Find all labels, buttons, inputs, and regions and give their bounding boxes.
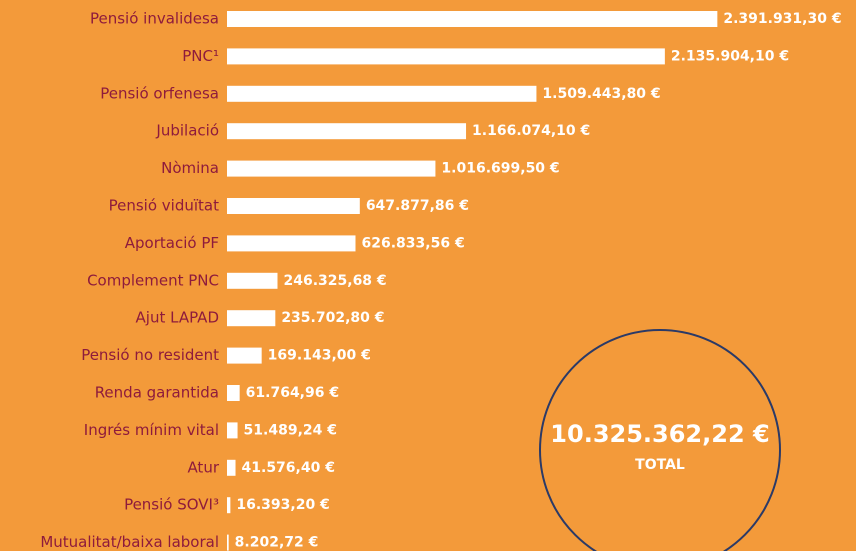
bar	[227, 385, 240, 401]
value-label: 246.325,68 €	[283, 273, 386, 289]
value-label: 626.833,56 €	[362, 235, 465, 251]
value-label: 1.509.443,80 €	[542, 86, 660, 102]
bar	[227, 85, 537, 102]
category-label: Renda garantida	[95, 384, 219, 402]
value-label: 2.135.904,10 €	[671, 48, 789, 64]
category-label: Aportació PF	[125, 234, 219, 252]
bar	[227, 310, 276, 327]
bar	[227, 497, 231, 514]
bar	[227, 48, 665, 65]
value-label: 169.143,00 €	[268, 348, 371, 364]
bar	[227, 160, 436, 177]
category-label: Jubilació	[155, 122, 219, 140]
bar	[227, 235, 356, 252]
category-label: Pensió invalidesa	[90, 10, 219, 28]
value-label: 51.489,24 €	[244, 422, 337, 438]
value-label: 61.764,96 €	[246, 385, 339, 401]
category-label: Pensió viduïtat	[109, 197, 219, 215]
bar	[227, 123, 467, 140]
category-label: Pensió orfenesa	[100, 84, 219, 102]
total-circle	[539, 329, 781, 551]
bar	[227, 198, 360, 214]
value-label: 647.877,86 €	[366, 198, 469, 214]
total-caption: TOTAL	[635, 457, 685, 473]
bar	[227, 422, 238, 439]
category-label: PNC¹	[182, 47, 219, 65]
bar	[227, 272, 278, 289]
bar	[227, 459, 236, 476]
value-label: 8.202,72 €	[235, 535, 319, 551]
value-label: 16.393,20 €	[236, 497, 329, 513]
category-label: Pensió no resident	[81, 346, 219, 364]
value-label: 1.166.074,10 €	[472, 123, 590, 139]
category-label: Ingrés mínim vital	[84, 421, 219, 439]
bar	[227, 347, 262, 364]
value-label: 41.576,40 €	[242, 460, 335, 476]
category-label: Mutualitat/baixa laboral	[40, 533, 219, 551]
category-label: Nòmina	[161, 159, 219, 177]
bar	[227, 11, 718, 27]
value-label: 1.016.699,50 €	[441, 161, 559, 177]
category-label: Pensió SOVI³	[124, 496, 219, 514]
value-label: 2.391.931,30 €	[723, 11, 841, 27]
value-label: 235.702,80 €	[281, 310, 384, 326]
category-label: Complement PNC	[87, 271, 219, 289]
category-label: Atur	[187, 458, 219, 476]
category-label: Ajut LAPAD	[136, 309, 219, 327]
total-value: 10.325.362,22 €	[550, 420, 769, 448]
bar	[227, 534, 229, 551]
